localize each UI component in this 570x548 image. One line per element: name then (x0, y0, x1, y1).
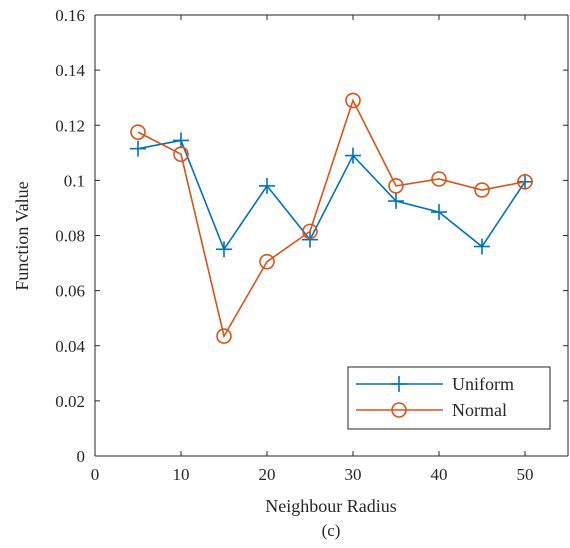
y-tick-label: 0 (77, 447, 86, 466)
y-tick-label: 0.14 (55, 61, 85, 80)
x-tick-label: 50 (517, 465, 534, 484)
data-point-normal (345, 92, 361, 109)
x-tick-label: 20 (259, 465, 276, 484)
y-tick-label: 0.12 (55, 116, 85, 135)
data-point-uniform (173, 132, 189, 149)
legend-box (347, 366, 551, 430)
legend-label-uniform: Uniform (452, 374, 514, 394)
legend: Uniform Normal (347, 366, 551, 430)
data-point-uniform (216, 241, 232, 258)
data-point-normal (474, 182, 490, 198)
x-tick-label: 30 (345, 465, 362, 484)
series-line-normal (137, 98, 526, 339)
legend-symbol-uniform (391, 376, 407, 392)
data-point-normal (431, 171, 447, 187)
legend-entry-uniform: Uniform (356, 374, 514, 394)
y-tick-label: 0.1 (64, 171, 85, 190)
plot-area (94, 14, 569, 457)
series-layer (130, 92, 533, 344)
data-point-normal (216, 328, 232, 344)
data-point-uniform (388, 193, 404, 210)
x-axis: 0 10 20 30 40 50 (91, 15, 534, 484)
series-normal (130, 92, 533, 344)
x-tick-label: 40 (431, 465, 448, 484)
y-axis-label: Function Value (12, 181, 32, 290)
data-point-uniform (345, 147, 361, 164)
figure-caption: (c) (322, 521, 341, 540)
legend-entry-normal: Normal (356, 400, 507, 420)
data-point-uniform (431, 204, 447, 221)
data-point-normal (259, 253, 275, 270)
data-point-normal (130, 124, 146, 140)
y-tick-label: 0.06 (55, 282, 85, 301)
data-point-normal (173, 146, 189, 162)
data-point-normal (388, 178, 404, 194)
data-point-uniform (302, 231, 318, 248)
data-point-normal (517, 173, 533, 190)
data-point-uniform (130, 140, 146, 157)
x-tick-label: 10 (173, 465, 190, 484)
y-tick-label: 0.16 (55, 6, 85, 25)
legend-marker-normal (391, 402, 407, 418)
y-axis: 0 0.02 0.04 0.06 0.08 0.1 0.12 0.14 0.16 (55, 6, 568, 466)
y-tick-label: 0.04 (55, 337, 85, 356)
legend-symbol-normal (391, 402, 407, 418)
data-point-uniform (259, 177, 275, 194)
data-point-uniform (474, 238, 490, 255)
legend-marker-uniform (391, 376, 407, 392)
y-tick-label: 0.02 (55, 392, 85, 411)
x-axis-label: Neighbour Radius (265, 496, 396, 516)
data-point-normal (302, 223, 318, 240)
series-line-uniform (137, 139, 526, 251)
y-tick-label: 0.08 (55, 227, 85, 246)
x-tick-label: 0 (91, 465, 100, 484)
legend-label-normal: Normal (452, 400, 507, 420)
